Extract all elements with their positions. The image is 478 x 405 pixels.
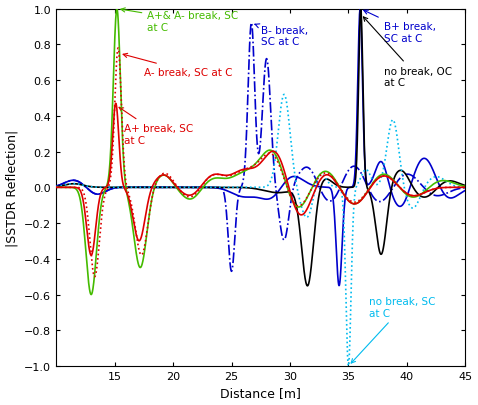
Text: A+ break, SC
at C: A+ break, SC at C [119,108,193,145]
Text: no break, SC
at C: no break, SC at C [351,296,436,363]
X-axis label: Distance [m]: Distance [m] [220,386,301,399]
Text: A- break, SC at C: A- break, SC at C [123,54,232,77]
Text: B+ break,
SC at C: B+ break, SC at C [364,11,435,44]
Text: B- break,
SC at C: B- break, SC at C [255,25,308,47]
Text: A+& A- break, SC
at C: A+& A- break, SC at C [121,9,239,33]
Text: no break, OC
at C: no break, OC at C [363,18,452,88]
Y-axis label: |SSTDR Reflection|: |SSTDR Reflection| [6,129,19,246]
